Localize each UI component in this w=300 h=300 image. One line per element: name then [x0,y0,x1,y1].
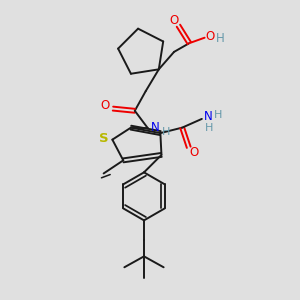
Text: O: O [101,99,110,112]
Text: O: O [190,146,199,159]
Text: H: H [215,32,224,45]
Text: H: H [214,110,222,119]
Text: H: H [205,123,214,133]
Text: N: N [204,110,213,123]
Text: O: O [206,30,215,43]
Text: H: H [162,127,171,136]
Text: N: N [151,121,160,134]
Text: S: S [99,132,108,145]
Text: O: O [169,14,179,27]
